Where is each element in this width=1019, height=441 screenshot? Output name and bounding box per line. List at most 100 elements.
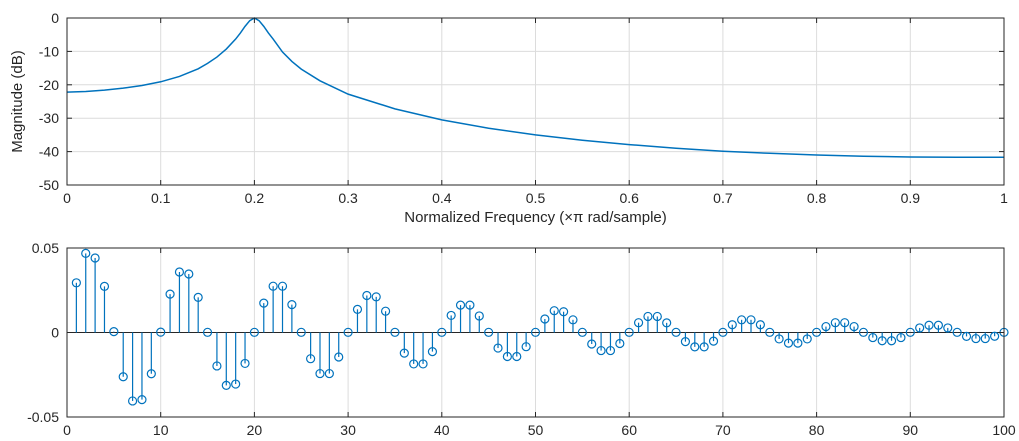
stem-marker [296, 327, 306, 337]
stem-marker [352, 304, 363, 314]
x-axis-label: Normalized Frequency (×π rad/sample) [404, 209, 667, 226]
y-tick-label: -30 [39, 110, 59, 126]
x-tick-label: 1 [1000, 190, 1008, 206]
stem-marker [109, 327, 119, 337]
y-axis-label: Magnitude (dB) [9, 50, 26, 153]
stem-marker [240, 358, 250, 369]
stem-marker [512, 351, 522, 362]
stem-marker [493, 343, 503, 353]
stem-marker [427, 346, 438, 357]
stem-marker [783, 338, 794, 348]
stem-marker [980, 333, 990, 344]
stem-marker [990, 331, 1000, 341]
x-tick-label: 0.7 [713, 190, 733, 206]
stem-marker [924, 320, 934, 330]
stem-marker [915, 323, 925, 333]
stem-marker [643, 311, 653, 322]
stem-marker [306, 354, 316, 364]
x-tick-label: 0.6 [619, 190, 639, 206]
x-tick-label: 0.9 [901, 190, 921, 206]
stem-marker [71, 278, 81, 288]
stem-marker [896, 332, 906, 343]
stem-marker [418, 359, 428, 369]
stem-marker [727, 320, 737, 330]
stem-marker [334, 352, 344, 362]
stem-marker [540, 314, 550, 324]
stem-marker [765, 327, 775, 337]
stem-marker [671, 327, 681, 337]
stem-marker [184, 269, 194, 279]
stem-marker [521, 342, 531, 352]
stem-marker [559, 307, 569, 317]
stem-marker [90, 253, 100, 263]
x-tick-label: 0.4 [432, 190, 452, 206]
stem-marker [474, 311, 484, 321]
x-tick-label: 0.2 [245, 190, 265, 206]
stem-marker [596, 345, 606, 356]
stem-marker [699, 342, 709, 352]
stem-marker [99, 281, 110, 291]
y-tick-label: 0 [51, 325, 59, 341]
stem-marker [390, 327, 400, 337]
stem-marker [259, 298, 269, 308]
stem-marker [380, 306, 391, 316]
stem-marker [886, 336, 897, 346]
stem-marker [127, 396, 138, 406]
x-tick-label: 0 [63, 190, 71, 206]
stem-marker [577, 327, 587, 337]
stem-marker [587, 339, 597, 349]
y-tick-label: -20 [39, 77, 59, 93]
x-tick-label: 40 [434, 422, 450, 438]
stem-marker [193, 292, 203, 302]
stem-marker [605, 345, 616, 356]
stem-marker [615, 338, 625, 349]
stem-marker [802, 334, 812, 344]
stem-marker [718, 327, 728, 337]
stem-marker [680, 337, 691, 347]
magnitude-plot: 0 0.1 0.2 0.3 0.4 0.5 0.6 0.7 0.8 0.9 1 0 -10 -20 -30 -… [9, 10, 1008, 226]
stem-marker [933, 320, 944, 330]
stem-marker [633, 318, 644, 328]
stem-marker [231, 379, 241, 389]
stem-marker [830, 318, 840, 328]
x-tick-label: 20 [247, 422, 263, 438]
stem-marker [840, 318, 850, 328]
stem-marker [156, 327, 166, 337]
stem-marker [81, 248, 91, 259]
stem-marker [530, 327, 541, 337]
x-tick-label: 30 [340, 422, 356, 438]
x-tick-label: 70 [715, 422, 731, 438]
stem-marker [409, 359, 419, 369]
stem-marker [811, 327, 822, 337]
x-tick-label: 100 [992, 422, 1016, 438]
stem-marker [877, 336, 887, 346]
stem-marker [268, 281, 278, 291]
stem-marker [437, 327, 447, 337]
y-tick-label: 0 [51, 10, 59, 26]
stem-marker [277, 281, 288, 291]
stem-marker [690, 342, 700, 352]
x-tick-label: 0.5 [526, 190, 546, 206]
stem-marker [952, 327, 962, 337]
stem-marker [146, 369, 156, 379]
stem-marker [502, 351, 512, 362]
stem-marker [737, 315, 747, 325]
stem-marker [708, 336, 719, 346]
stem-marker [568, 315, 578, 325]
stem-marker [465, 300, 475, 310]
x-tick-label: 50 [528, 422, 544, 438]
stem-marker [961, 331, 972, 341]
x-tick-label: 80 [809, 422, 825, 438]
stem-marker [399, 348, 409, 358]
y-tick-label: -10 [39, 43, 59, 59]
stem-marker [287, 300, 297, 310]
stem-marker [868, 332, 878, 343]
x-tick-label: 0.8 [807, 190, 827, 206]
x-tick-label: 0 [63, 422, 71, 438]
stem-marker [943, 323, 953, 333]
stem-marker [137, 394, 147, 405]
stem-marker [662, 318, 672, 328]
stem-marker [221, 380, 231, 390]
x-tick-label: 60 [621, 422, 637, 438]
